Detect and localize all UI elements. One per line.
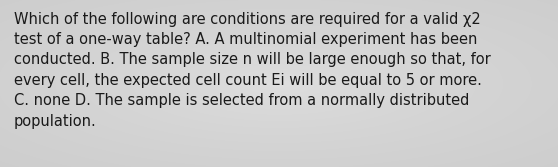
Text: Which of the following are conditions are required for a valid χ2
test of a one-: Which of the following are conditions ar… [14,12,490,129]
